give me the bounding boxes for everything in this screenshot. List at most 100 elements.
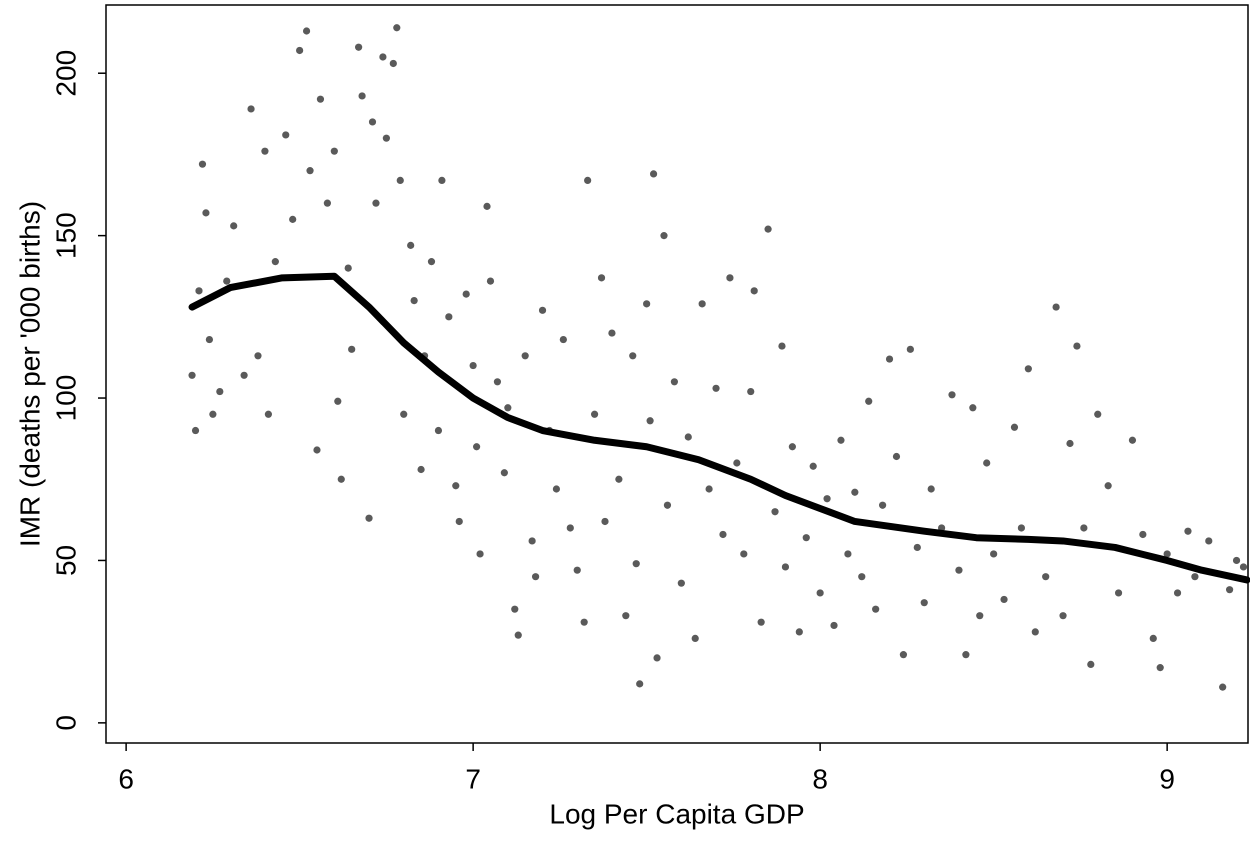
point xyxy=(313,446,321,454)
point xyxy=(372,199,380,207)
point xyxy=(316,95,325,103)
point xyxy=(750,287,758,295)
point xyxy=(1066,439,1074,448)
point xyxy=(1000,595,1008,604)
point xyxy=(302,27,311,35)
point xyxy=(879,501,887,509)
point xyxy=(1094,410,1102,418)
point xyxy=(646,417,654,425)
point xyxy=(1059,612,1067,620)
point xyxy=(1173,589,1182,597)
point xyxy=(407,241,415,249)
point xyxy=(677,579,685,587)
point xyxy=(733,459,741,467)
point xyxy=(511,605,519,613)
point xyxy=(427,258,436,266)
point xyxy=(927,485,935,493)
point xyxy=(469,361,477,370)
point xyxy=(920,599,928,607)
point xyxy=(597,274,606,282)
point xyxy=(663,501,672,509)
point xyxy=(1114,589,1123,597)
point xyxy=(660,232,668,240)
point xyxy=(712,384,720,392)
point xyxy=(747,387,755,396)
point xyxy=(202,209,210,217)
point xyxy=(306,167,314,175)
point xyxy=(632,560,640,568)
point xyxy=(892,452,901,461)
point xyxy=(205,335,214,344)
point xyxy=(1232,556,1241,565)
point xyxy=(1191,573,1199,581)
y-tick-label: 50 xyxy=(50,545,81,576)
point xyxy=(684,433,692,441)
point xyxy=(382,134,390,142)
point xyxy=(584,176,592,185)
point xyxy=(653,654,661,662)
point xyxy=(538,306,547,314)
point xyxy=(1128,436,1137,444)
point xyxy=(629,352,637,360)
point xyxy=(264,410,272,418)
point xyxy=(379,53,387,61)
point xyxy=(764,225,772,233)
point xyxy=(559,335,567,344)
x-tick-label: 8 xyxy=(812,763,828,794)
point xyxy=(323,199,331,207)
point xyxy=(334,397,342,405)
point xyxy=(493,378,502,386)
point xyxy=(858,573,866,581)
point xyxy=(865,397,873,405)
point xyxy=(1184,527,1192,535)
point xyxy=(417,465,425,474)
point xyxy=(1087,660,1095,668)
point xyxy=(1042,573,1050,581)
point xyxy=(643,300,651,308)
point xyxy=(455,517,463,526)
point xyxy=(344,264,352,272)
point xyxy=(528,537,536,545)
point xyxy=(521,352,529,360)
point xyxy=(1052,303,1060,311)
point xyxy=(393,24,401,32)
point xyxy=(188,371,196,379)
point xyxy=(837,436,845,444)
point xyxy=(337,475,345,483)
point xyxy=(198,160,207,168)
x-axis-label: Log Per Capita GDP xyxy=(549,798,804,829)
point xyxy=(590,410,599,418)
point xyxy=(486,277,495,285)
point xyxy=(462,290,470,298)
point xyxy=(216,387,224,396)
point xyxy=(1024,365,1032,373)
point xyxy=(368,118,377,126)
point xyxy=(781,563,790,571)
point xyxy=(795,628,803,636)
point xyxy=(396,176,404,185)
x-tick-label: 7 xyxy=(465,763,481,794)
point xyxy=(1010,423,1019,431)
point xyxy=(330,147,338,155)
y-tick-label: 150 xyxy=(50,212,81,259)
point xyxy=(358,92,366,100)
point xyxy=(816,589,824,597)
point xyxy=(778,342,786,350)
point xyxy=(851,488,859,496)
point xyxy=(476,550,484,558)
point xyxy=(282,131,290,139)
point xyxy=(844,550,852,558)
point xyxy=(948,391,956,399)
point xyxy=(802,534,810,542)
point xyxy=(240,371,248,379)
point xyxy=(504,404,512,412)
point xyxy=(389,59,397,68)
point xyxy=(1080,524,1088,532)
point xyxy=(983,459,991,467)
point xyxy=(473,443,481,451)
smooth-line xyxy=(188,272,1250,584)
point xyxy=(649,170,658,178)
point xyxy=(885,355,894,363)
point xyxy=(209,410,217,418)
